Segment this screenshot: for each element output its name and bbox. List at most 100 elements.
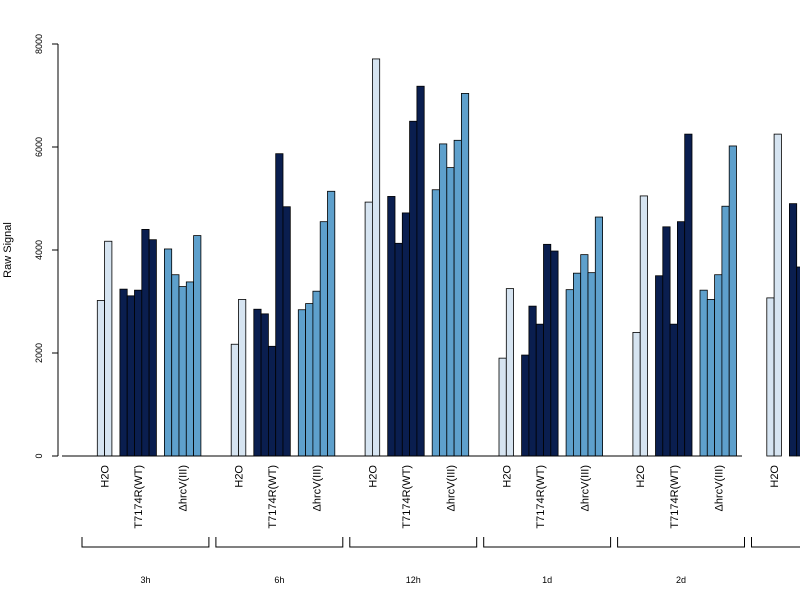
timepoint-label: 2d [676, 575, 686, 585]
bar [267, 345, 277, 457]
bar [505, 288, 514, 457]
group-label: H2O [501, 465, 513, 488]
bar [669, 323, 678, 457]
bar [253, 308, 262, 457]
group-label: H2O [100, 465, 112, 488]
group-label: H2O [635, 465, 647, 488]
group-label: T7174R(WT) [133, 465, 145, 529]
bar [677, 221, 686, 457]
bar [587, 272, 596, 457]
bar [141, 228, 150, 457]
bar [260, 313, 269, 457]
bar [409, 120, 418, 457]
group-label: H2O [234, 465, 246, 488]
bar [573, 272, 582, 457]
bar [297, 309, 306, 457]
bar [655, 275, 664, 457]
bar [96, 300, 106, 457]
bar [706, 299, 715, 457]
y-axis-label: Raw Signal [2, 222, 14, 278]
bar [364, 201, 373, 457]
bar [594, 216, 603, 457]
group-label: T7174R(WT) [669, 465, 681, 529]
bar [766, 297, 775, 457]
timepoint-bracket [349, 537, 478, 548]
bar [416, 85, 425, 457]
bar [528, 305, 537, 457]
group-label: ΔhrcV(III) [445, 465, 457, 511]
bar [104, 240, 113, 457]
bar [134, 289, 143, 457]
y-tick-label: 6000 [34, 137, 44, 157]
bar [789, 203, 798, 457]
group-label: H2O [769, 465, 781, 488]
timepoint-label: 12h [406, 575, 421, 585]
timepoint-bracket [215, 537, 344, 548]
bar [193, 235, 202, 457]
bar [535, 323, 544, 457]
bar [639, 195, 648, 457]
bar [773, 133, 782, 457]
group-label: T7174R(WT) [267, 465, 279, 529]
group-label: ΔhrcV(III) [312, 465, 324, 511]
bar [394, 242, 403, 457]
y-axis: 0 2000 4000 6000 8000 [34, 34, 59, 459]
bar [521, 354, 530, 457]
bar [684, 133, 693, 457]
group-label: T7174R(WT) [401, 465, 413, 529]
bar [312, 290, 321, 457]
bar [662, 226, 671, 457]
bar [185, 281, 195, 457]
y-tick-label: 2000 [34, 343, 44, 363]
bars [96, 58, 800, 457]
bar [728, 145, 737, 457]
timepoint-bracket [617, 537, 745, 548]
timepoint-brackets: 3h6h12h1d2d4d6d [81, 537, 800, 585]
bar [714, 274, 723, 457]
timepoint-label: 1d [542, 575, 552, 585]
group-labels: H2O T7174R(WT) ΔhrcV(III) H2O T7174R(WT) Δhrc… [100, 465, 781, 529]
bar [319, 221, 328, 457]
timepoint-label: 3h [140, 575, 150, 585]
timepoint-bracket [81, 537, 210, 548]
bar [387, 196, 396, 457]
bar [401, 212, 410, 457]
bar [498, 357, 507, 457]
group-label: ΔhrcV(III) [178, 465, 190, 511]
bar [148, 239, 157, 457]
bar [275, 153, 284, 457]
bar [126, 295, 135, 457]
bar [632, 331, 641, 457]
bar [565, 289, 574, 457]
bar [163, 248, 173, 457]
group-label: H2O [367, 465, 379, 488]
bar [178, 286, 187, 457]
bar [543, 243, 552, 457]
y-tick-label: 4000 [34, 240, 44, 260]
bar [371, 58, 381, 457]
y-tick-label: 8000 [34, 34, 44, 54]
bar [796, 266, 800, 457]
timepoint-bracket [483, 537, 612, 548]
bar [431, 189, 440, 457]
bar [327, 190, 336, 457]
bar [282, 206, 291, 457]
bar [580, 254, 589, 457]
bar [238, 299, 247, 457]
group-label: ΔhrcV(III) [713, 465, 725, 511]
bar [460, 93, 470, 457]
bar [305, 303, 314, 457]
bar [119, 288, 128, 457]
group-label: ΔhrcV(III) [579, 465, 591, 511]
bar [439, 143, 448, 457]
bar [453, 139, 462, 457]
bar [721, 205, 730, 457]
group-label: T7174R(WT) [535, 465, 547, 529]
bar [446, 167, 455, 457]
y-tick-label: 0 [34, 453, 44, 458]
timepoint-label: 6h [274, 575, 284, 585]
bar [550, 250, 559, 457]
bar [699, 289, 708, 457]
